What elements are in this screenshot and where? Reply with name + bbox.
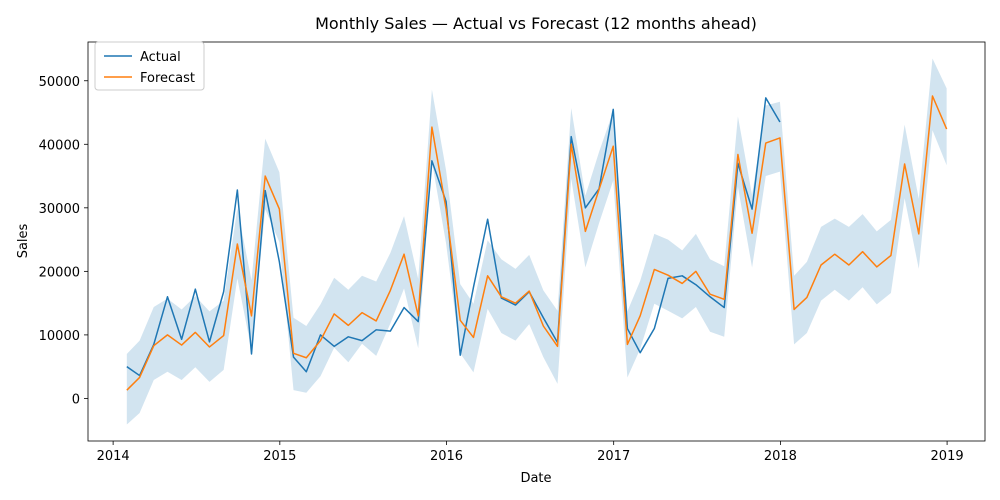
y-tick-label: 10000 bbox=[39, 329, 80, 344]
x-tick-label: 2019 bbox=[931, 449, 964, 464]
legend-actual-label: Actual bbox=[140, 50, 181, 65]
y-tick-label: 50000 bbox=[39, 75, 80, 90]
legend-forecast-label: Forecast bbox=[140, 71, 195, 86]
x-tick-label: 2017 bbox=[597, 449, 630, 464]
x-axis-label: Date bbox=[520, 471, 551, 486]
y-axis-ticks: 0 10000 20000 30000 40000 50000 bbox=[39, 75, 88, 407]
x-tick-label: 2018 bbox=[764, 449, 797, 464]
legend: Actual Forecast bbox=[94, 41, 205, 91]
forecast-series-line bbox=[126, 95, 948, 391]
y-tick-label: 40000 bbox=[39, 138, 80, 153]
x-axis-ticks: 2014 2015 2016 2017 2018 2019 bbox=[97, 441, 964, 464]
x-tick-label: 2014 bbox=[97, 449, 130, 464]
x-tick-label: 2015 bbox=[263, 449, 296, 464]
legend-box bbox=[94, 41, 205, 91]
y-tick-label: 20000 bbox=[39, 265, 80, 280]
chart-title: Monthly Sales — Actual vs Forecast (12 m… bbox=[315, 14, 757, 33]
y-axis-label: Sales bbox=[16, 223, 31, 258]
plot-area bbox=[87, 41, 986, 442]
y-tick-label: 0 bbox=[72, 392, 80, 407]
forecast-confidence-band bbox=[126, 58, 947, 425]
x-tick-label: 2016 bbox=[430, 449, 463, 464]
axes-frame bbox=[87, 41, 986, 442]
actual-series-line bbox=[126, 97, 781, 377]
y-tick-label: 30000 bbox=[39, 202, 80, 217]
